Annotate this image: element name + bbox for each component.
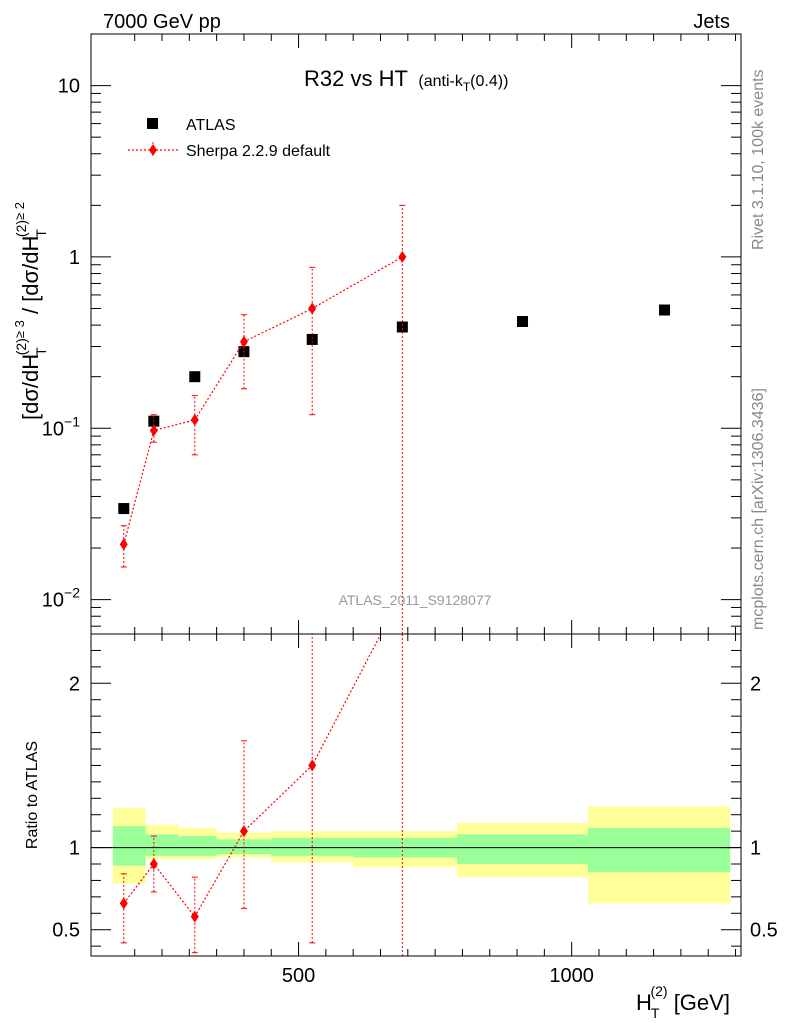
ratio-band-inner [112,826,146,866]
ratio-y-tick-label-right: 0.5 [750,920,778,942]
ratio-bands [91,806,741,904]
ratio-y-tick-label: 1 [69,838,80,860]
x-tick-label: 1000 [549,965,594,987]
legend-sherpa-label: Sherpa 2.2.9 default [186,143,331,160]
ratio-band-inner [588,827,731,873]
atlas-point [517,315,529,327]
ratio-ylabel: Ratio to ATLAS [24,741,41,849]
atlas-point [189,371,201,383]
y-tick-label: 10−2 [42,585,80,612]
legend: ATLAS Sherpa 2.2.9 default [128,117,331,160]
sherpa-line [123,256,403,545]
ratio-plot-marks [119,634,406,956]
sherpa-point [398,250,407,263]
y-tick-label: 10 [58,76,80,98]
main-ylabel: [dσ/dHT(2)≥ 3 / [dσ/dHT(2)≥ 2 [12,202,49,420]
ratio-frame [90,633,742,957]
header-left: 7000 GeV pp [103,11,221,33]
atlas-point [306,333,318,345]
y-tick-label: 10−1 [42,413,80,440]
ratio-point [119,897,128,910]
ratio-point [239,825,248,838]
legend-atlas-marker [147,118,158,129]
ratio-y-tick-label-right: 1 [750,838,761,860]
ratio-axis-ticks: 500 1000 0.5 0.5 1 1 2 2 [52,634,778,987]
header-right: Jets [693,11,730,33]
ratio-band-inner [178,836,217,856]
analysis-watermark: ATLAS_2011_S9128077 [339,592,492,608]
x-axis-label: HT(2) [GeV] [636,983,730,1021]
ratio-y-tick-label-right: 2 [750,673,761,695]
ratio-band-inner [145,834,179,856]
ratio-point [190,910,199,923]
sherpa-point [239,335,248,348]
atlas-point [659,304,671,316]
sherpa-point [190,413,199,426]
ratio-line [123,634,382,918]
ratio-point [308,759,317,772]
atlas-point [118,503,130,515]
y-tick-label: 1 [69,247,80,269]
x-tick-label: 500 [282,965,315,987]
main-title: R32 vs HT (anti-kT(0.4)) [304,66,508,94]
sherpa-point [308,302,317,315]
legend-sherpa-marker [149,144,157,156]
legend-atlas-label: ATLAS [186,117,236,134]
ratio-band-inner [456,834,589,864]
rivet-label: Rivet 3.1.10, 100k events [750,69,767,250]
sherpa-point [119,538,128,551]
main-plot-marks [118,204,671,634]
ratio-point [149,858,158,870]
atlas-point [396,321,408,333]
ratio-y-tick-label: 0.5 [52,920,80,942]
mcplots-label: mcplots.cern.ch [arXiv:1306.3436] [750,388,767,630]
main-axis-ticks: 10−2 10−1 1 10 [42,33,741,634]
ratio-y-tick-label: 2 [69,673,80,695]
sherpa-point [149,424,158,437]
